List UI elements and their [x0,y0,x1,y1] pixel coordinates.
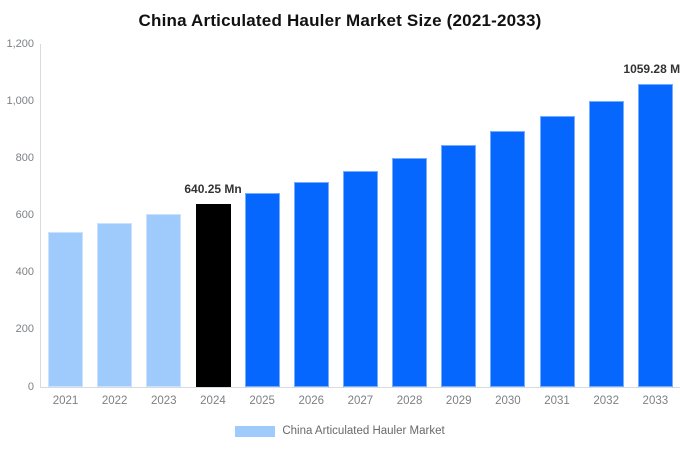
x-axis-tick-label: 2023 [151,395,177,407]
y-axis-tick-label: 0 [27,380,34,393]
x-axis-tick-label: 2026 [298,395,325,407]
legend[interactable]: China Articulated Hauler Market [0,425,680,437]
legend-swatch [235,425,276,437]
bar-2029[interactable] [441,144,477,387]
y-axis-tick-label: 200 [15,323,34,336]
x-axis-tick-label: 2021 [52,395,79,407]
bar-2030[interactable] [490,131,526,387]
bar-2032[interactable] [588,100,624,387]
x-axis-tick-label: 2022 [101,395,128,407]
bar-2023[interactable] [146,213,182,387]
bar-2031[interactable] [539,116,575,387]
legend-label: China Articulated Hauler Market [282,425,445,437]
bar-2024[interactable] [195,203,231,387]
x-axis-tick-label: 2032 [593,395,619,407]
y-axis-line [40,44,41,387]
bar-2025[interactable] [244,193,280,387]
x-axis-tick-label: 2033 [642,395,669,407]
y-axis-tick-label: 400 [15,266,34,279]
x-axis-tick-label: 2025 [249,395,275,407]
data-label-2033: 1059.28 Mn [623,62,680,77]
y-axis-tick-label: 600 [15,209,34,221]
x-axis-tick-label: 2024 [200,395,226,407]
x-axis-tick-label: 2030 [495,395,521,407]
y-axis-tick-label: 1,200 [6,37,34,50]
bar-2026[interactable] [293,182,329,387]
bar-2021[interactable] [48,232,84,387]
chart-title: China Articulated Hauler Market Size (20… [138,11,542,30]
y-axis-tick-label: 1,000 [6,94,34,107]
x-axis-tick-label: 2027 [347,395,374,407]
bar-2022[interactable] [97,223,133,387]
bar-2033[interactable] [637,84,673,387]
y-axis-tick-label: 800 [15,151,34,164]
x-axis-tick-label: 2028 [396,395,423,407]
bar-2027[interactable] [343,170,378,387]
x-axis-line [40,387,680,388]
x-axis-tick-label: 2031 [544,395,570,407]
data-label-2024: 640.25 Mn [184,181,242,196]
x-axis-tick-label: 2029 [445,395,472,407]
bar-2028[interactable] [392,158,428,387]
